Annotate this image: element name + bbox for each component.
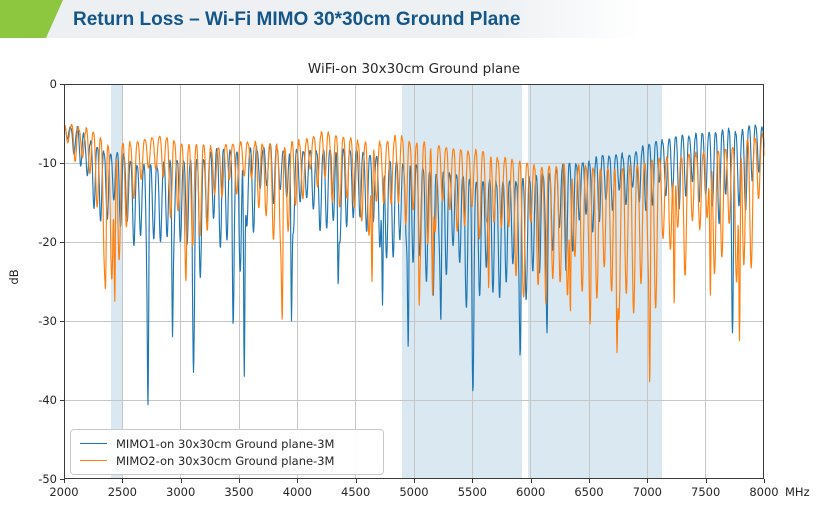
y-tick-mark (60, 163, 64, 164)
gridline-horizontal (64, 320, 764, 322)
legend-row-mimo2: MIMO2-on 30x30cm Ground plane-3M (80, 452, 374, 469)
x-tick-label: 4500 (341, 485, 371, 499)
x-axis-unit-label: MHz (785, 485, 810, 499)
y-tick-label: -10 (38, 156, 57, 170)
x-tick-mark (64, 479, 65, 483)
slide-title: Return Loss – Wi-Fi MIMO 30*30cm Ground … (73, 9, 521, 30)
legend-line-sample-mimo2 (80, 460, 107, 461)
chart-title: WiFi-on 30x30cm Ground plane (307, 61, 521, 77)
x-tick-label: 3500 (224, 485, 254, 499)
x-tick-label: 6000 (516, 485, 546, 499)
x-tick-label: 7000 (632, 485, 662, 499)
wifi-band-highlight (402, 84, 522, 479)
x-tick-mark (472, 479, 474, 483)
x-tick-label: 8000 (749, 485, 779, 499)
x-tick-mark (297, 479, 299, 483)
y-axis-label: dB (7, 269, 21, 285)
x-tick-label: 4000 (282, 485, 312, 499)
x-tick-mark (764, 479, 765, 483)
gridline-vertical (530, 84, 532, 479)
y-tick-label: -20 (38, 235, 57, 249)
x-tick-label: 6500 (574, 485, 604, 499)
y-tick-label: -40 (38, 393, 57, 407)
x-tick-mark (530, 479, 532, 483)
wifi-band-highlight (110, 84, 123, 479)
y-tick-mark (60, 84, 64, 85)
x-tick-label: 5500 (457, 485, 487, 499)
gridline-vertical (121, 84, 123, 479)
x-tick-label: 2000 (49, 485, 79, 499)
gridline-vertical (355, 84, 357, 479)
legend-box: MIMO1-on 30x30cm Ground plane-3M MIMO2-o… (70, 429, 384, 475)
x-tick-mark (239, 479, 240, 483)
legend-line-sample-mimo1 (80, 443, 107, 444)
x-tick-mark (414, 479, 415, 483)
x-tick-mark (122, 479, 124, 483)
y-tick-label: -50 (38, 472, 57, 486)
y-tick-mark (60, 242, 64, 243)
legend-label-mimo2: MIMO2-on 30x30cm Ground plane-3M (116, 453, 335, 468)
x-tick-label: 2500 (107, 485, 137, 499)
y-tick-mark (60, 479, 64, 480)
y-tick-label: 0 (49, 77, 57, 91)
x-tick-mark (355, 479, 357, 483)
x-tick-mark (705, 479, 707, 483)
header-bar (0, 0, 640, 38)
gridline-horizontal (64, 399, 764, 401)
x-tick-mark (647, 479, 649, 483)
x-tick-mark (589, 479, 590, 483)
x-tick-label: 3000 (166, 485, 196, 499)
legend-label-mimo1: MIMO1-on 30x30cm Ground plane-3M (116, 436, 335, 451)
x-tick-label: 7500 (691, 485, 721, 499)
gridline-vertical (413, 84, 415, 479)
gridline-vertical (296, 84, 298, 479)
gridline-vertical (238, 84, 240, 479)
gridline-vertical (180, 84, 182, 479)
gridline-vertical (646, 84, 648, 479)
y-tick-label: -30 (38, 314, 57, 328)
traces-layer (63, 123, 765, 406)
gridline-vertical (705, 84, 707, 479)
wifi-band-highlight (527, 84, 662, 479)
y-tick-mark (60, 400, 64, 401)
legend-row-mimo1: MIMO1-on 30x30cm Ground plane-3M (80, 435, 374, 452)
plot-area (63, 84, 765, 479)
trace-mimo1 (63, 124, 765, 406)
gridline-horizontal (64, 162, 764, 164)
y-tick-mark (60, 321, 64, 322)
x-tick-mark (180, 479, 182, 483)
trace-mimo2 (63, 123, 765, 383)
x-tick-label: 5000 (399, 485, 429, 499)
